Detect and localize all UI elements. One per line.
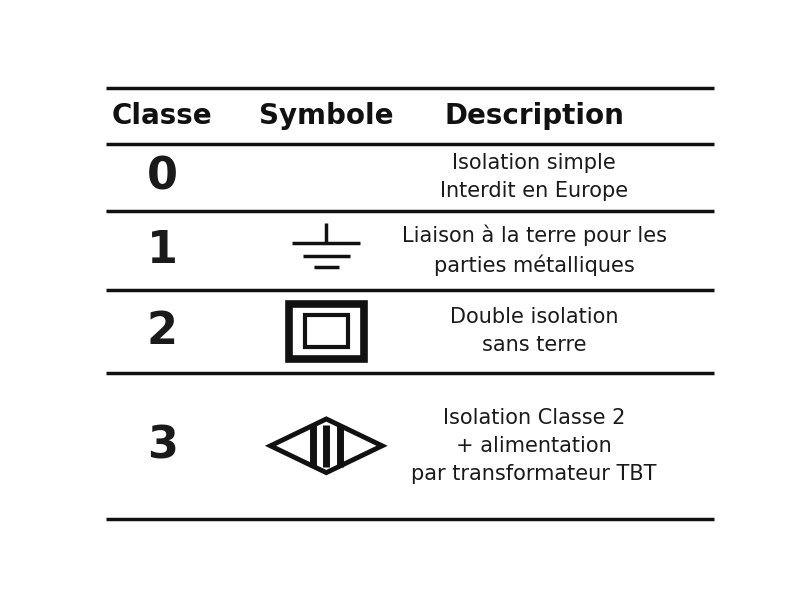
- Text: 1: 1: [146, 229, 178, 272]
- Text: Classe: Classe: [112, 102, 212, 130]
- Text: Double isolation
sans terre: Double isolation sans terre: [450, 307, 618, 355]
- Text: Isolation simple
Interdit en Europe: Isolation simple Interdit en Europe: [440, 153, 628, 201]
- Text: Liaison à la terre pour les
parties métalliques: Liaison à la terre pour les parties méta…: [402, 224, 666, 276]
- Text: 2: 2: [146, 310, 178, 353]
- Text: 0: 0: [146, 156, 178, 199]
- Text: Symbole: Symbole: [259, 102, 394, 130]
- Text: Description: Description: [444, 102, 624, 130]
- Text: 3: 3: [146, 424, 178, 468]
- Text: Isolation Classe 2
+ alimentation
par transformateur TBT: Isolation Classe 2 + alimentation par tr…: [411, 408, 657, 484]
